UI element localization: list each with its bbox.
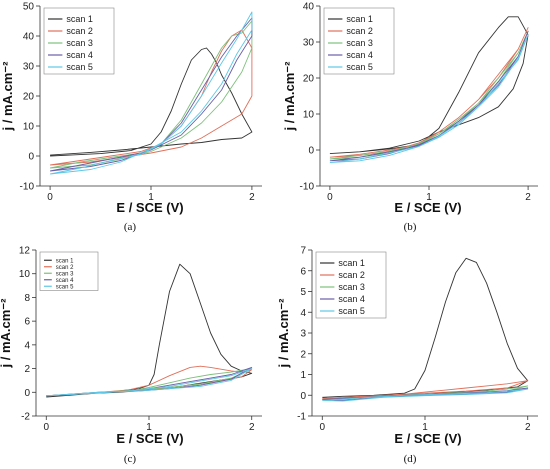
y-tick-label: 10: [303, 110, 315, 121]
legend-label: scan 2: [66, 26, 93, 36]
y-axis-title: j / mA.cm⁻²: [276, 298, 291, 369]
x-tick-label: 0: [47, 192, 53, 203]
y-tick-label: 30: [303, 38, 315, 49]
x-axis-title: E / SCE (V): [394, 200, 461, 215]
series-line: [46, 366, 253, 397]
y-tick-label: 4: [24, 340, 30, 351]
legend-label: scan 2: [56, 265, 74, 271]
legend-label: scan 3: [346, 38, 373, 48]
y-tick-label: 20: [23, 92, 35, 103]
y-tick-label: 1: [300, 370, 306, 381]
legend-box: [39, 251, 99, 291]
y-tick-label: -10: [20, 182, 35, 193]
y-tick-label: 0: [28, 152, 34, 163]
y-tick-label: 0: [24, 388, 30, 399]
series-line: [329, 34, 529, 164]
panel-caption: (c): [124, 453, 137, 465]
x-tick-label: 1: [422, 422, 428, 433]
panel-caption: (d): [404, 453, 417, 465]
y-tick-label: 8: [24, 293, 30, 304]
y-tick-label: 4: [300, 308, 306, 319]
y-tick-label: 6: [300, 266, 306, 277]
x-tick-label: 0: [43, 422, 49, 433]
x-tick-label: 0: [327, 192, 333, 203]
x-tick-label: 2: [249, 192, 255, 203]
series-line: [50, 11, 253, 175]
series-line: [46, 368, 253, 397]
y-tick-label: 0: [308, 146, 314, 157]
y-tick-label: 6: [24, 317, 30, 328]
legend-label: scan 3: [66, 38, 93, 48]
series-line: [322, 380, 529, 399]
y-tick-label: 20: [303, 74, 315, 85]
y-tick-label: 10: [19, 269, 31, 280]
series-line: [322, 388, 529, 402]
legend-label: scan 1: [66, 14, 93, 24]
legend-label: scan 4: [338, 294, 365, 304]
y-tick-label: 7: [300, 246, 306, 257]
legend-label: scan 2: [338, 270, 365, 280]
legend-label: scan 3: [56, 271, 74, 277]
series-line: [50, 47, 253, 157]
x-tick-label: 2: [525, 192, 531, 203]
y-tick-label: 2: [24, 364, 30, 375]
x-tick-label: 2: [525, 422, 531, 433]
legend-label: scan 5: [346, 62, 373, 72]
y-tick-label: 5: [300, 287, 306, 298]
y-tick-label: 50: [23, 2, 35, 13]
y-tick-label: -2: [21, 412, 30, 423]
legend-label: scan 4: [66, 50, 93, 60]
series-line: [50, 29, 253, 166]
y-tick-label: 40: [23, 32, 35, 43]
x-tick-label: 0: [319, 422, 325, 433]
x-tick-label: 1: [426, 192, 432, 203]
legend-label: scan 3: [338, 282, 365, 292]
legend-label: scan 5: [56, 284, 74, 290]
x-axis-title: E / SCE (V): [116, 431, 183, 446]
x-axis-title: E / SCE (V): [394, 431, 461, 446]
y-tick-label: 10: [23, 122, 35, 133]
chart-panel: 0 1 2 -1 0 1 2 3 4 5 6 7 E / SCE (V) j / mA.cm⁻² (d) sc…: [276, 246, 538, 465]
legend-label: scan 4: [56, 278, 74, 284]
x-tick-label: 1: [148, 192, 154, 203]
y-tick-label: 12: [19, 246, 31, 257]
y-tick-label: 2: [300, 349, 306, 360]
y-axis-title: j / mA.cm⁻²: [0, 61, 15, 132]
y-tick-label: 30: [23, 62, 35, 73]
x-tick-label: 1: [146, 422, 152, 433]
y-tick-label: 0: [300, 391, 306, 402]
panel-caption: (b): [404, 221, 417, 233]
x-tick-label: 2: [249, 422, 255, 433]
legend-label: scan 4: [346, 50, 373, 60]
y-tick-label: 3: [300, 329, 306, 340]
y-tick-label: -1: [297, 412, 306, 423]
y-axis-title: j / mA.cm⁻²: [0, 298, 13, 369]
chart-panel: 0 1 2 -10 0 10 20 30 40 E / SCE (V) j / mA.cm⁻² (b)…: [282, 2, 538, 233]
legend-label: scan 1: [338, 258, 365, 268]
y-axis-title: j / mA.cm⁻²: [282, 61, 297, 132]
legend-label: scan 5: [66, 62, 93, 72]
legend-label: scan 5: [338, 306, 365, 316]
series-line: [329, 30, 529, 162]
y-tick-label: -10: [300, 182, 315, 193]
chart-panel: 0 1 2 -10 0 10 20 30 40 50 E / SCE (V) j / mA.cm⁻² (…: [0, 2, 262, 233]
y-tick-label: 40: [303, 2, 315, 13]
legend-label: scan 1: [56, 258, 74, 264]
legend-label: scan 2: [346, 26, 373, 36]
x-axis-title: E / SCE (V): [116, 200, 183, 215]
panel-caption: (a): [124, 221, 137, 233]
legend-label: scan 1: [346, 14, 373, 24]
